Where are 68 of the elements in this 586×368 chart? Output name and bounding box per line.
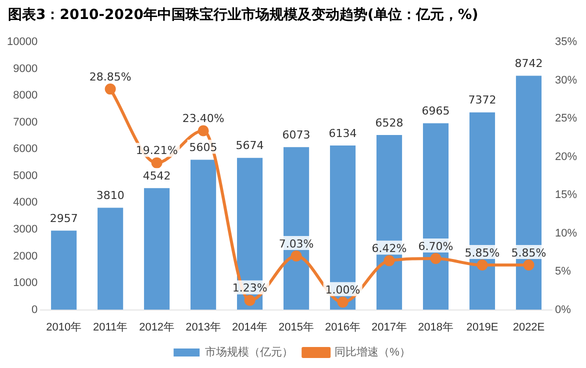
- y-tick-label: 7000: [13, 116, 38, 128]
- data-label: 1.00%: [325, 284, 360, 297]
- data-label: 8742: [514, 57, 543, 70]
- point: [244, 294, 256, 306]
- point: [290, 250, 302, 262]
- data-label: 6965: [422, 104, 450, 118]
- y-tick-label: 3000: [13, 223, 38, 236]
- point: [198, 125, 209, 136]
- data-label: 7.03%: [278, 237, 314, 250]
- x-tick-label: 2018年: [418, 321, 454, 334]
- data-label: 1.23%: [232, 282, 268, 295]
- legend-label: 同比增速（%）: [334, 346, 410, 359]
- x-tick-label: 2014年: [232, 321, 268, 334]
- y-tick-label: 9000: [13, 62, 38, 75]
- x-tick-label: 2015年: [278, 321, 314, 334]
- y2-tick-label: 25%: [554, 112, 578, 125]
- x-tick-label: 2011年: [92, 321, 128, 334]
- x-tick-label: 2013年: [186, 321, 222, 334]
- data-label: 5674: [236, 139, 264, 152]
- data-label: 7372: [468, 94, 496, 107]
- y-tick-label: 8000: [13, 90, 38, 102]
- data-label: 5605: [189, 141, 218, 154]
- y2-tick-label: 15%: [554, 189, 578, 202]
- y-tick-label: 0: [31, 304, 38, 316]
- bar: [190, 160, 216, 310]
- data-label: 5.85%: [464, 246, 500, 260]
- legend-label: 市场规模（亿元）: [205, 346, 294, 359]
- bar: [51, 230, 77, 310]
- y-tick-label: 5000: [13, 170, 38, 182]
- x-tick-label: 2022E: [512, 321, 545, 334]
- y-tick-label: 1000: [13, 277, 38, 290]
- point: [384, 255, 395, 266]
- y-tick-label: 2000: [13, 250, 38, 262]
- chart-title: 图表3：2010-2020年中国珠宝行业市场规模及变动趋势(单位：亿元，%): [7, 6, 480, 25]
- point: [337, 296, 348, 308]
- y2-tick-label: 10%: [554, 227, 578, 240]
- point: [476, 260, 488, 271]
- y-tick-label: 4000: [13, 196, 38, 209]
- y-tick-label: 10000: [6, 36, 38, 48]
- y2-tick-label: 30%: [554, 74, 578, 86]
- y-tick-label: 6000: [13, 143, 38, 156]
- data-label: 6.70%: [418, 240, 454, 253]
- x-tick-label: 2016年: [325, 321, 361, 334]
- bar: [98, 208, 124, 310]
- x-tick-label: 2010年: [46, 321, 82, 334]
- data-label: 6134: [328, 126, 357, 140]
- data-label: 5.85%: [511, 246, 546, 260]
- data-label: 2957: [50, 212, 78, 225]
- data-label: 6528: [375, 116, 404, 130]
- x-tick-label: 2019E: [466, 321, 498, 334]
- data-label: 19.21%: [136, 144, 178, 158]
- y2-tick-label: 35%: [554, 36, 578, 48]
- data-label: 3810: [96, 189, 124, 202]
- point: [104, 84, 116, 95]
- y2-tick-label: 5%: [554, 266, 572, 278]
- y2-tick-label: 0%: [554, 304, 572, 316]
- point: [151, 157, 162, 168]
- data-label: 28.85%: [89, 70, 132, 84]
- x-tick-label: 2012年: [139, 321, 175, 334]
- point: [430, 253, 442, 264]
- x-tick-label: 2017年: [372, 321, 408, 334]
- bar: [144, 188, 170, 310]
- data-label: 23.40%: [182, 112, 224, 126]
- data-label: 4542: [142, 170, 171, 183]
- data-label: 6.42%: [372, 242, 407, 256]
- y2-tick-label: 20%: [554, 150, 578, 163]
- data-label: 6073: [282, 128, 310, 142]
- point: [523, 260, 534, 271]
